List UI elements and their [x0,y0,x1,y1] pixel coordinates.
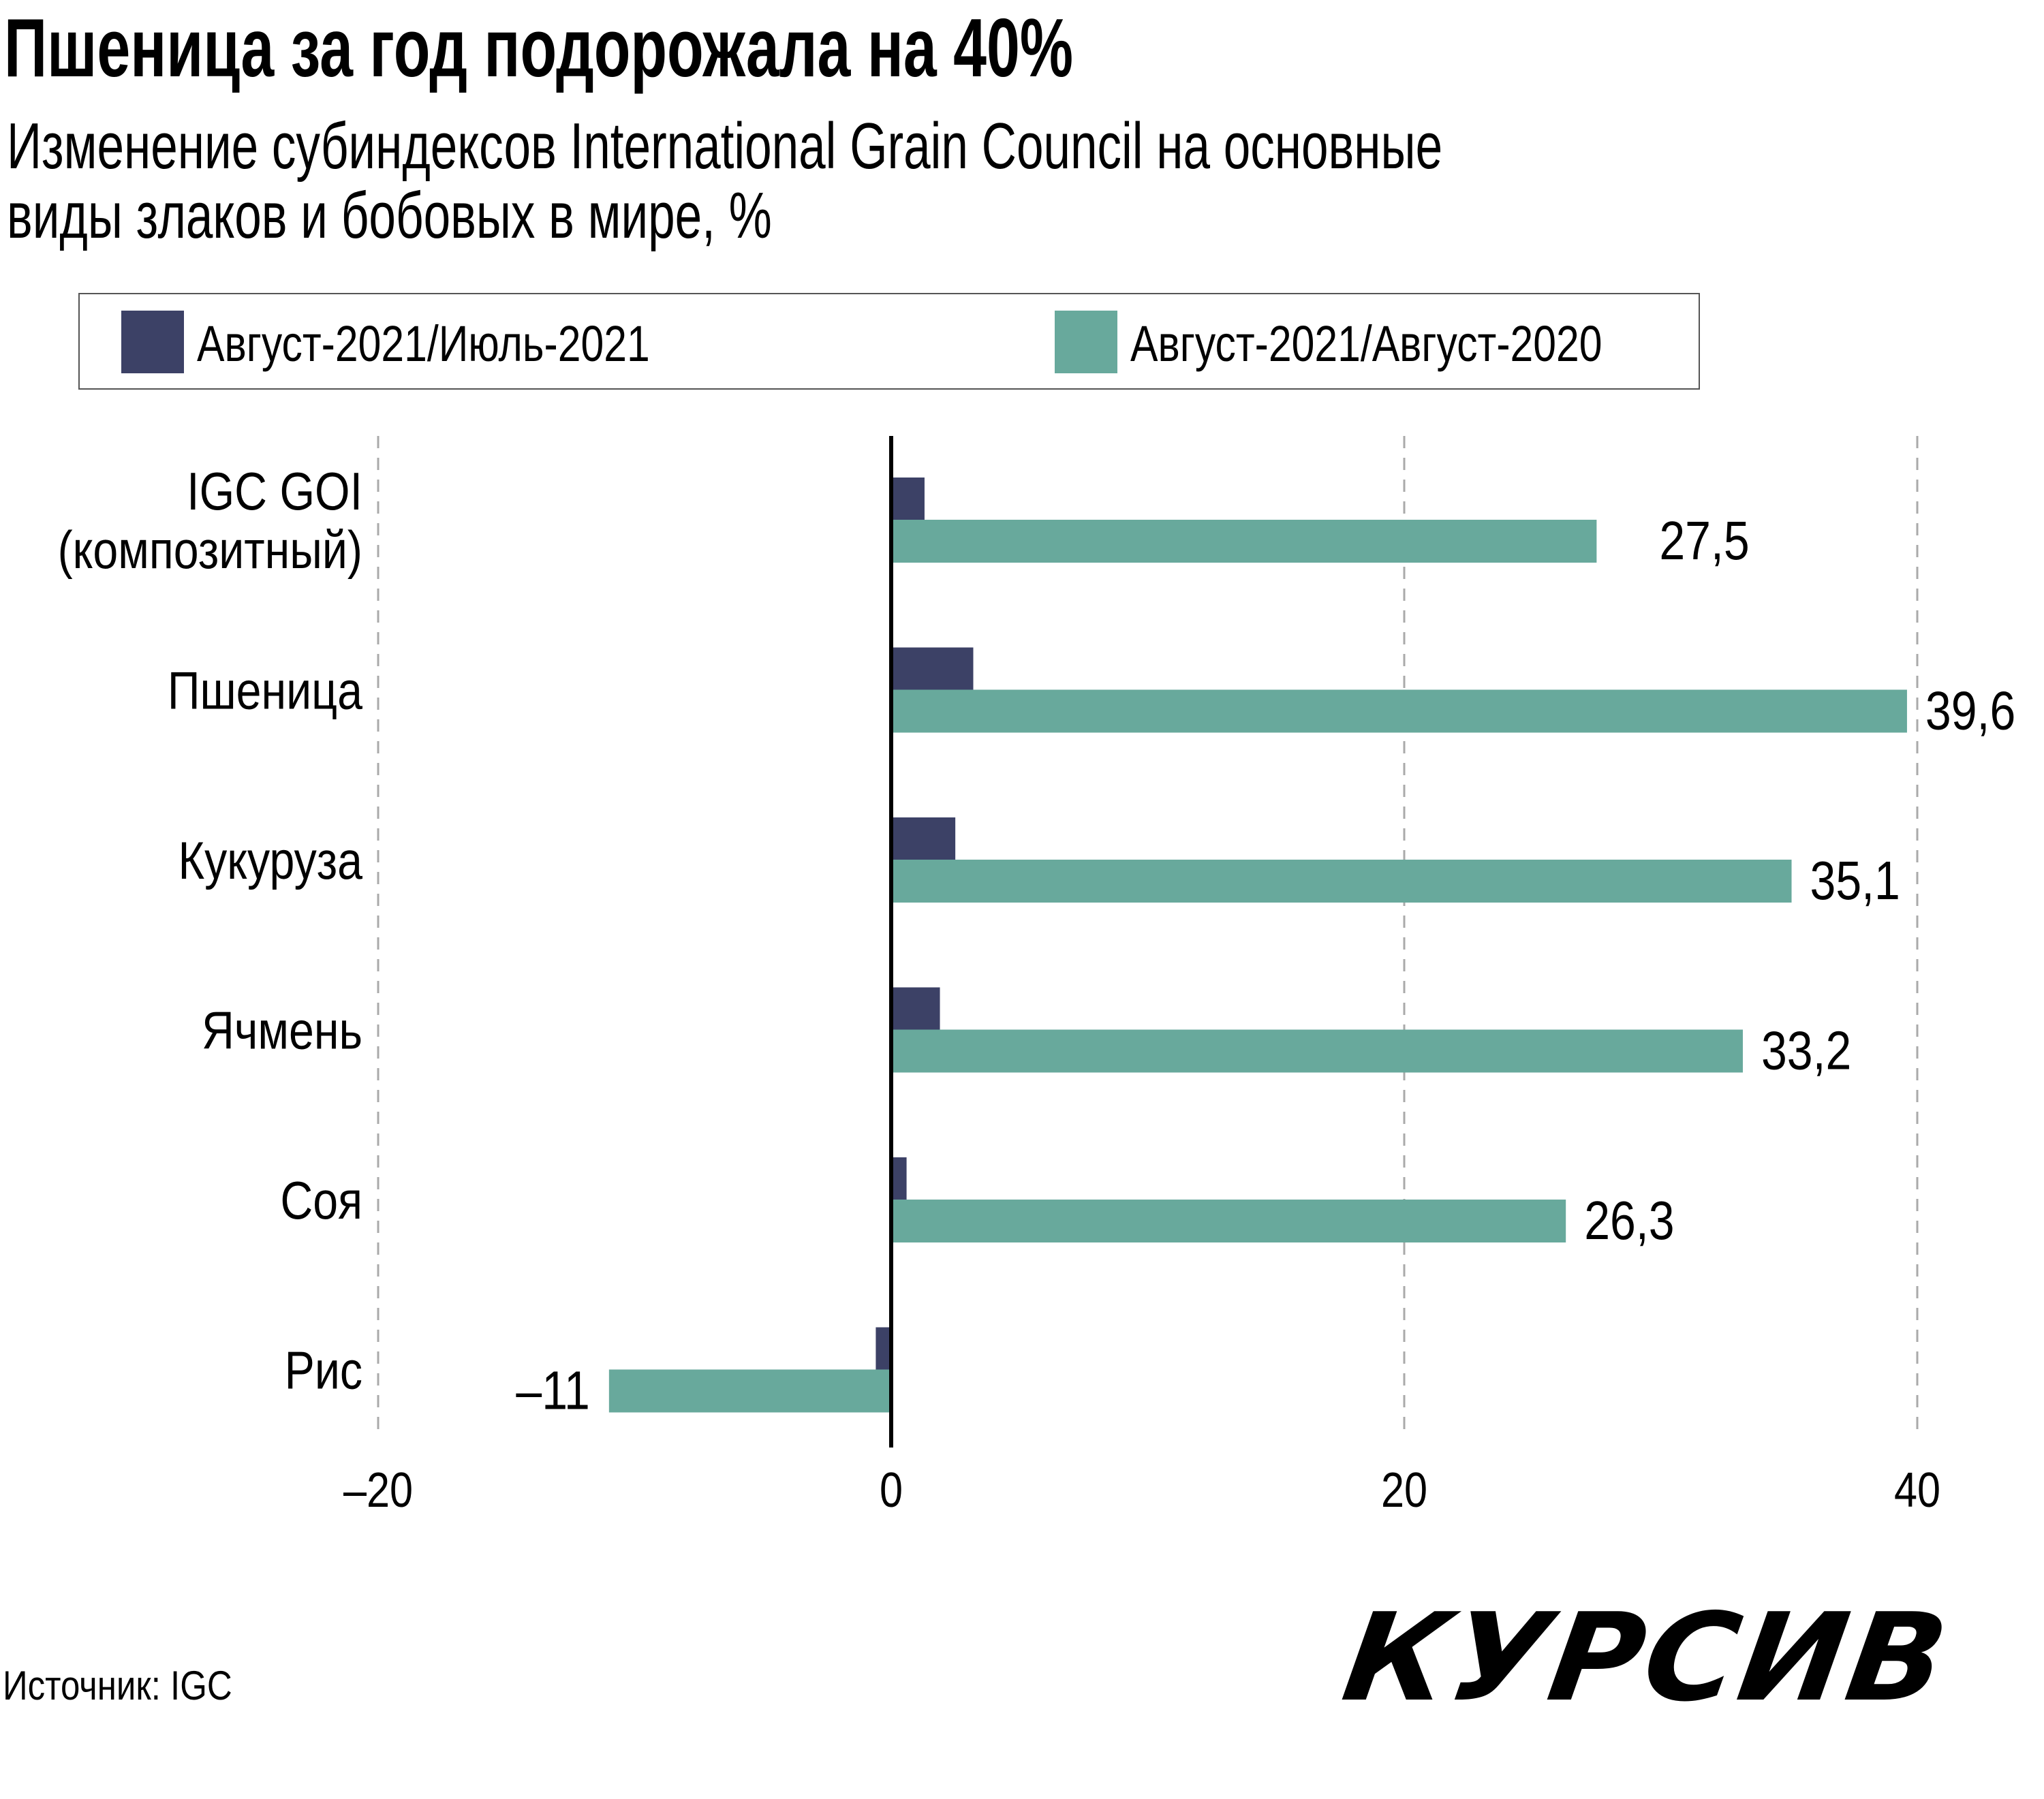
bar-yearly [608,1369,891,1413]
bar-monthly [891,1157,907,1200]
bar-yearly [891,1200,1566,1242]
bar-monthly [891,647,974,690]
bar-yearly [891,1029,1743,1073]
chart-title: Пшеница за год подорожала на 40% [4,1,1073,94]
category-label: Ячмень [202,1001,362,1060]
bar-monthly [891,817,956,860]
bar-yearly [891,689,1907,733]
legend-label-yearly: Август-2021/Август-2020 [1130,315,1602,372]
data-label: 33,2 [1761,1020,1851,1080]
category-label: Соя [280,1171,362,1230]
bar-yearly [891,520,1597,563]
category-label: IGC GOI [187,462,362,521]
bar-monthly [876,1327,891,1370]
legend-swatch-monthly [121,311,184,373]
bar-yearly [891,860,1792,903]
x-tick-label: 0 [880,1463,903,1518]
bar-monthly [891,478,925,520]
category-label: Рис [285,1341,362,1400]
logo: КУРСИВ [1335,1587,1957,1728]
data-label: 26,3 [1584,1190,1674,1251]
bar-monthly [891,987,940,1030]
x-tick-label: 40 [1894,1463,1940,1518]
data-label: 35,1 [1810,850,1900,911]
legend-swatch-yearly [1055,311,1117,373]
legend-label-monthly: Август-2021/Июль-2021 [197,315,650,372]
legend: Август-2021/Июль-2021 Август-2021/Август… [78,293,1700,390]
x-tick-label: 20 [1381,1463,1427,1518]
category-label: Кукуруза [179,831,363,890]
chart-subtitle-line-2: виды злаков и бобовых в мире, % [7,179,772,252]
chart-subtitle-line-1: Изменение субиндексов International Grai… [7,110,1443,183]
data-label: 27,5 [1659,510,1749,571]
category-label: (композитный) [58,520,362,580]
category-label: Пшеница [168,661,363,720]
data-label: –11 [516,1360,589,1420]
data-label: 39,6 [1925,680,2015,740]
x-tick-label: –20 [343,1463,413,1518]
source-note: Источник: IGC [3,1663,232,1708]
